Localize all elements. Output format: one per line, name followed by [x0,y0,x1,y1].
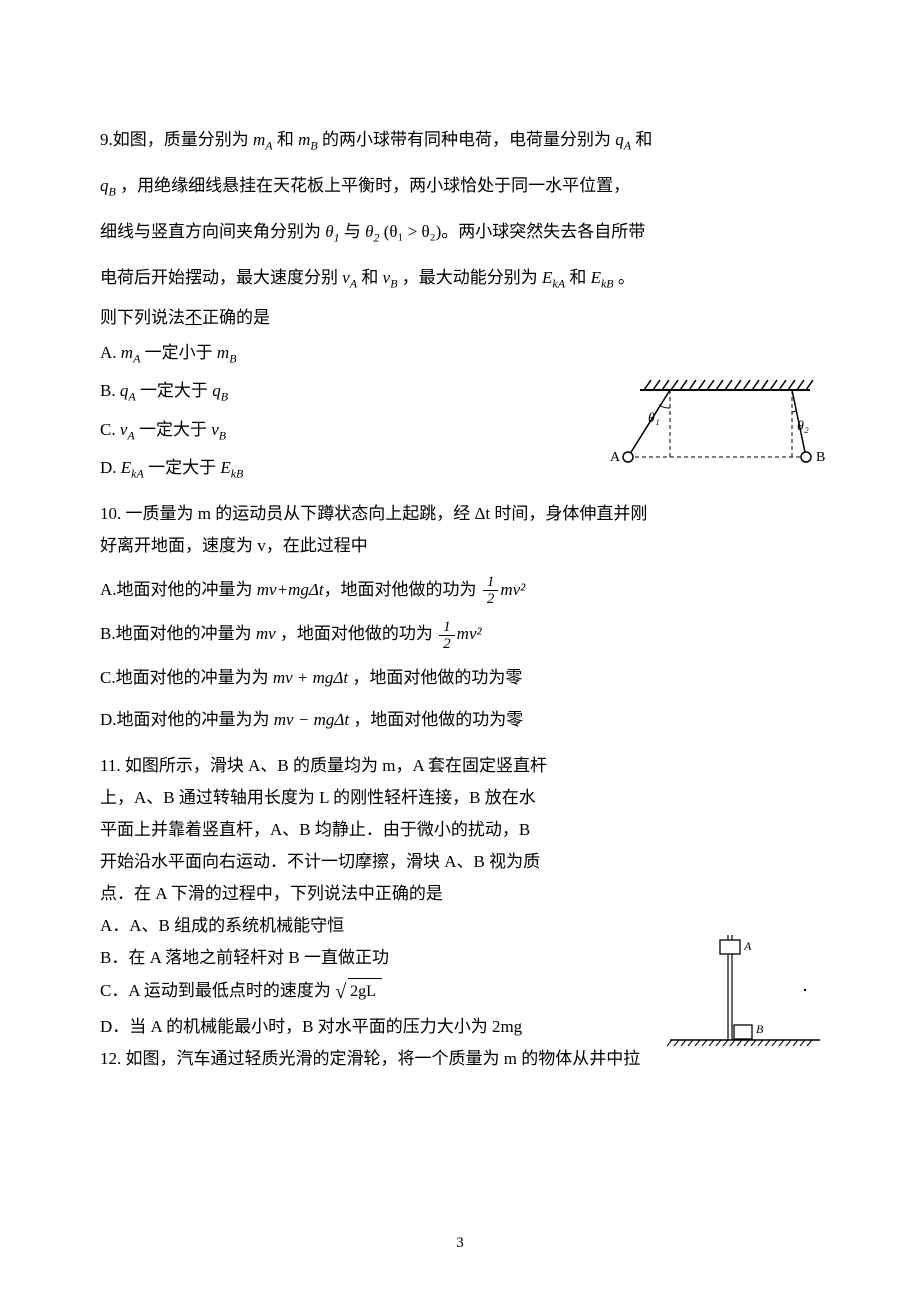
var-qA: qA [615,130,631,149]
svg-text:B: B [756,1022,764,1036]
q10-option-C: C.地面对他的冲量为为 mv + mgΔt ，地面对他做的功为零 [100,659,820,696]
svg-text:B: B [816,450,825,465]
text: 和 [569,268,586,287]
q9-stem-line3: 细线与竖直方向间夹角分别为 θ1 与 θ2 (θ₁ > θ₂)。两小球突然失去各… [100,212,820,252]
q9-stem-line2: qB ，用绝缘细线悬挂在天花板上平衡时，两小球恰处于同一水平位置， [100,166,820,206]
fraction: 12 [483,574,499,608]
q10-stem-line2: 好离开地面，速度为 v，在此过程中 [100,532,820,560]
text: ，用绝缘细线悬挂在天花板上平衡时，两小球恰处于同一水平位置， [120,176,630,195]
text: 和 [361,268,378,287]
var-EkA: EkA [542,268,565,287]
text: 。 [618,268,635,287]
var-EkB: EkB [591,268,614,287]
q11-stem-line5: 点．在 A 下滑的过程中，下列说法中正确的是 [100,880,820,908]
q10-option-B: B.地面对他的冲量为 mv ，地面对他做的功为 12mv² [100,614,820,655]
q9-stem-line4: 电荷后开始摆动，最大速度分别 vA 和 vB ，最大动能分别为 EkA 和 Ek… [100,258,820,298]
text: 电荷后开始摆动，最大速度分别 [100,268,338,287]
q11-stem-line2: 上，A、B 通过转轴用长度为 L 的刚性轻杆连接，B 放在水 [100,784,820,812]
sqrt-symbol: √ [335,981,346,1003]
q10-option-A: A.地面对他的冲量为 mv+mgΔt，地面对他做的功为 12mv² [100,570,820,611]
underlined-not: 不 [185,308,202,327]
svg-text:A: A [610,450,621,465]
q11-stem-line3: 平面上并靠着竖直杆，A、B 均静止．由于微小的扰动，B [100,816,820,844]
q11-figure: AB [660,930,830,1060]
text: 和 [635,130,652,149]
var-qB: qB [100,176,116,195]
svg-text:A: A [743,939,752,953]
q10-option-D: D.地面对他的冲量为为 mv − mgΔt ，地面对他做的功为零 [100,701,820,738]
var-mB: mB [298,130,318,149]
svg-text:θ₂: θ₂ [797,419,809,434]
sqrt-content: 2gL [348,978,382,1005]
text: (θ₁ > θ₂)。两小球突然失去各自所带 [384,222,646,241]
svg-text:θ₁: θ₁ [648,411,660,426]
text: 的两小球带有同种电荷，电荷量分别为 [322,130,611,149]
q11-stem-line4: 开始沿水平面向右运动．不计一切摩擦，滑块 A、B 视为质 [100,848,820,876]
text: 正确的是 [202,308,270,327]
q9-option-A: A. mA 一定小于 mB [100,336,820,370]
text: 则下列说法 [100,308,185,327]
text: 与 [344,222,361,241]
text: 和 [277,130,294,149]
text: 细线与竖直方向间夹角分别为 [100,222,321,241]
var-vB: vB [383,268,398,287]
page-container: 9.如图，质量分别为 mA 和 mB 的两小球带有同种电荷，电荷量分别为 qA … [0,0,920,1302]
text: ，最大动能分别为 [402,268,538,287]
q11-stem-line1: 11. 如图所示，滑块 A、B 的质量均为 m，A 套在固定竖直杆 [100,752,820,780]
fraction: 12 [439,619,455,653]
text: 9.如图，质量分别为 [100,130,249,149]
var-vA: vA [342,268,357,287]
q10-stem-line1: 10. 一质量为 m 的运动员从下蹲状态向上起跳，经 Δt 时间，身体伸直并刚 [100,500,820,528]
var-th1: θ1 [325,222,339,241]
q9-stem-line5: 则下列说法不正确的是 [100,304,820,332]
q9-stem-line1: 9.如图，质量分别为 mA 和 mB 的两小球带有同种电荷，电荷量分别为 qA … [100,120,820,160]
q9-figure: A Bθ₁ θ₂ [600,372,830,472]
var-mA: mA [253,130,273,149]
var-th2: θ2 [365,222,379,241]
page-number: 3 [0,1235,920,1252]
